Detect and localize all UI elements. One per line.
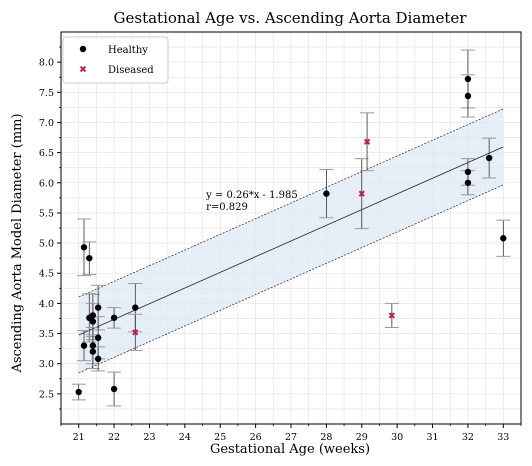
- fit-correlation: r=0.829: [206, 202, 248, 213]
- x-tick-label: 27: [285, 432, 297, 443]
- data-point-healthy: [94, 304, 102, 311]
- data-point-diseased: [358, 190, 365, 197]
- y-tick-label: 8.0: [39, 58, 54, 69]
- data-point-healthy: [86, 254, 93, 262]
- error-bars: [71, 49, 511, 407]
- x-marker-stroke: [388, 312, 395, 319]
- legend-label-healthy: Healthy: [108, 45, 148, 56]
- data-point-healthy: [110, 385, 118, 393]
- data-point-healthy: [80, 244, 88, 251]
- data-point-healthy: [80, 342, 88, 349]
- data-point-healthy: [464, 168, 472, 176]
- x-tick-label: 30: [391, 432, 403, 443]
- data-point-healthy: [89, 318, 97, 325]
- y-tick-label: 3.0: [39, 359, 54, 370]
- data-point-healthy: [132, 304, 139, 311]
- y-tick-label: 2.5: [39, 389, 54, 400]
- legend-label-diseased: Diseased: [108, 65, 154, 76]
- legend-marker-healthy: [79, 45, 87, 53]
- data-point-healthy: [464, 179, 472, 186]
- x-marker-stroke: [363, 138, 371, 145]
- x-tick-label: 26: [250, 432, 262, 443]
- y-axis-label: Ascending Aorta Model Diameter (mm): [10, 113, 25, 373]
- fit-equation: y = 0.26*x - 1.985: [205, 190, 298, 201]
- y-tick-label: 3.5: [39, 329, 54, 340]
- y-tick-label: 7.5: [39, 88, 54, 99]
- data-points: [75, 75, 507, 396]
- data-point-healthy: [89, 348, 97, 355]
- band-lower-edge: [78, 184, 504, 374]
- data-point-healthy: [75, 388, 82, 396]
- x-tick-label: 25: [214, 432, 226, 443]
- x-tick-label: 21: [73, 432, 85, 443]
- x-marker-stroke: [79, 65, 87, 73]
- y-tick-label: 4.5: [39, 269, 54, 280]
- fit-annotation: y = 0.26*x - 1.985 r=0.829: [205, 190, 298, 213]
- x-tick-label: 32: [462, 432, 474, 443]
- legend-marker-diseased: [79, 65, 87, 73]
- data-point-healthy: [500, 235, 507, 242]
- y-tick-label: 6.5: [39, 148, 54, 159]
- x-axis: 21 22 23 24 25 26 27 28 29 30 31 32 33: [60, 424, 522, 443]
- regression-line: [78, 146, 504, 336]
- data-point-diseased: [363, 138, 371, 145]
- x-tick-label: 31: [426, 432, 438, 443]
- data-point-healthy: [94, 355, 102, 363]
- data-point-healthy: [89, 342, 97, 349]
- data-point-healthy: [464, 75, 472, 83]
- y-axis: 2.5 3.0 3.5 4.0 4.5 5.0 5.5 6.0 6.5 7.0 7.5 8.0: [39, 46, 61, 410]
- x-tick-label: 22: [108, 432, 120, 443]
- fit-band: [78, 108, 504, 374]
- data-point-healthy: [94, 334, 102, 341]
- x-tick-label: 24: [179, 432, 191, 443]
- chart-title: Gestational Age vs. Ascending Aorta Diam…: [114, 9, 468, 27]
- data-point-healthy: [89, 312, 97, 319]
- data-point-healthy: [464, 92, 472, 100]
- data-point-diseased: [132, 329, 139, 336]
- data-point-diseased: [388, 312, 395, 319]
- x-tick-label: 23: [143, 432, 155, 443]
- x-marker-stroke: [358, 190, 365, 197]
- x-axis-label: Gestational Age (weeks): [210, 442, 370, 457]
- x-tick-label: 33: [497, 432, 509, 443]
- y-tick-label: 6.0: [39, 178, 54, 189]
- data-point-healthy: [485, 154, 493, 162]
- y-tick-label: 5.0: [39, 239, 54, 250]
- data-point-healthy: [323, 190, 330, 197]
- legend-x-glyph: [79, 65, 87, 73]
- y-tick-label: 4.0: [39, 299, 54, 310]
- x-marker-stroke: [132, 329, 139, 336]
- legend-box: [62, 36, 169, 84]
- y-tick-label: 7.0: [39, 118, 54, 129]
- x-tick-label: 28: [320, 432, 332, 443]
- x-tick-label: 29: [356, 432, 368, 443]
- legend: Healthy Diseased: [62, 36, 169, 84]
- y-tick-label: 5.5: [39, 208, 54, 219]
- band-upper-edge: [78, 108, 504, 298]
- data-point-healthy: [110, 314, 118, 322]
